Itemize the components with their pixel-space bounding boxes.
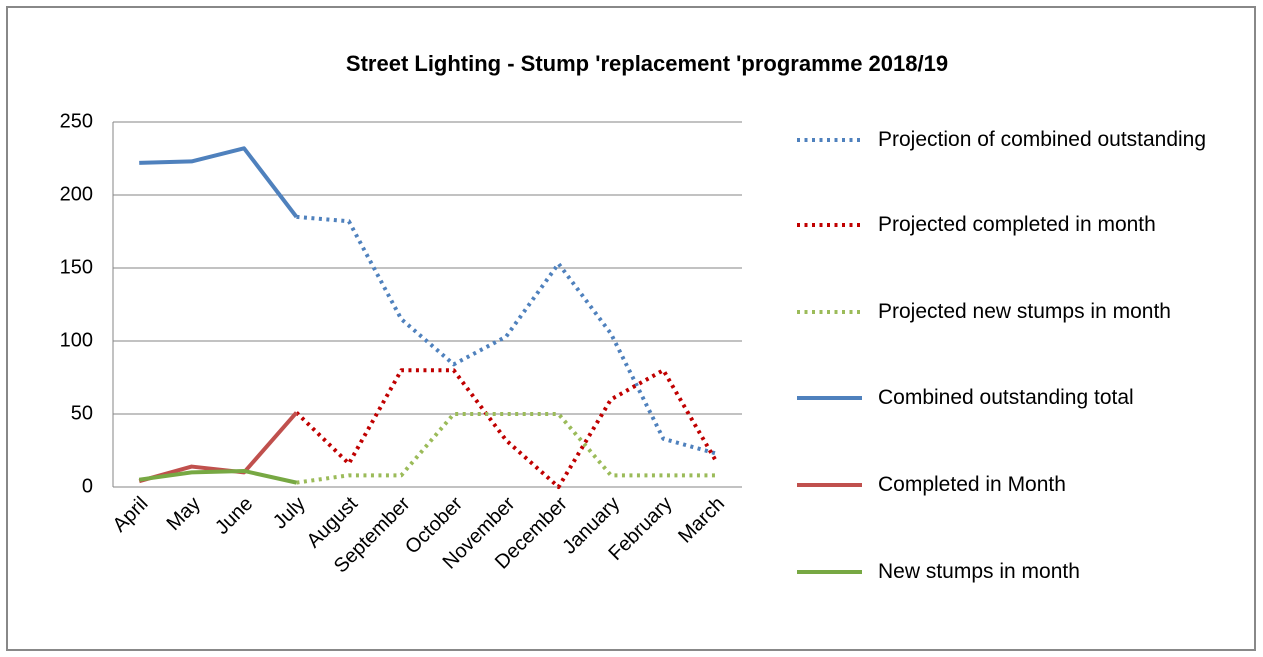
- series-line: [139, 146, 299, 219]
- legend-label: Projection of combined outstanding: [878, 128, 1207, 151]
- series-line: [295, 368, 718, 489]
- legend-label: New stumps in month: [878, 560, 1080, 583]
- y-tick-label: 50: [71, 402, 93, 424]
- y-tick-label: 100: [60, 329, 93, 351]
- chart-title: Street Lighting - Stump 'replacement 'pr…: [346, 51, 948, 76]
- legend-label: Projected completed in month: [878, 213, 1156, 236]
- series-line: [138, 468, 297, 485]
- legend-label: Completed in Month: [878, 473, 1066, 496]
- y-tick-label: 0: [82, 475, 93, 497]
- y-tick-label: 250: [60, 110, 93, 132]
- y-tick-label: 200: [60, 183, 93, 205]
- chart-frame: [6, 6, 1256, 651]
- legend-label: Combined outstanding total: [878, 386, 1134, 409]
- legend-label: Projected new stumps in month: [878, 300, 1171, 323]
- series-line: [138, 411, 298, 484]
- y-tick-label: 150: [60, 256, 93, 278]
- series-line: [296, 214, 717, 456]
- series-line: [296, 412, 716, 485]
